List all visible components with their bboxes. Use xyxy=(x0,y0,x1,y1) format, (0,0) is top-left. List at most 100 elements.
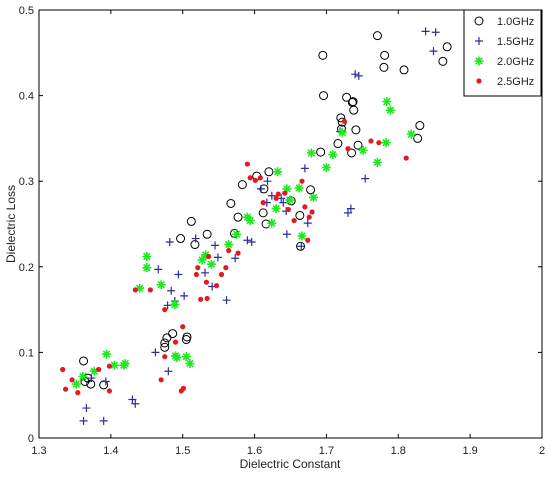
data-point xyxy=(160,338,170,348)
data-point xyxy=(376,140,382,146)
data-point xyxy=(353,140,363,150)
data-point xyxy=(351,125,361,135)
data-point xyxy=(162,354,168,360)
data-point xyxy=(372,31,382,41)
data-point xyxy=(218,271,225,278)
data-point xyxy=(286,196,296,206)
data-point xyxy=(403,155,409,161)
data-point xyxy=(342,92,352,102)
data-point xyxy=(158,377,164,383)
data-point xyxy=(165,237,174,246)
data-point xyxy=(213,253,222,262)
data-point xyxy=(213,283,220,289)
data-point xyxy=(319,91,329,101)
legend-marker xyxy=(474,56,484,66)
data-point xyxy=(303,219,312,228)
data-point xyxy=(299,178,305,184)
data-point xyxy=(308,192,318,202)
data-point xyxy=(257,184,266,193)
data-point xyxy=(69,377,75,383)
legend-marker xyxy=(474,16,484,26)
data-point xyxy=(282,184,292,194)
data-point xyxy=(302,204,308,210)
data-point xyxy=(341,118,347,124)
data-point xyxy=(349,105,359,115)
data-point xyxy=(180,291,189,300)
y-tick-label: 0.4 xyxy=(19,91,34,103)
data-point xyxy=(399,65,409,75)
data-point xyxy=(279,198,288,207)
data-point xyxy=(142,252,152,262)
data-point xyxy=(106,363,113,369)
data-point xyxy=(273,167,283,177)
data-point xyxy=(263,177,272,186)
data-point xyxy=(170,299,180,309)
data-point xyxy=(382,97,392,107)
series-1.0GHz xyxy=(79,31,452,390)
data-point xyxy=(203,279,210,285)
data-point xyxy=(243,236,252,245)
data-point xyxy=(297,231,307,241)
x-tick-label: 1.5 xyxy=(175,445,190,457)
data-point xyxy=(167,286,176,295)
data-point xyxy=(96,366,102,373)
data-point xyxy=(415,121,425,131)
data-point xyxy=(275,191,281,197)
legend-label: 1.5GHz xyxy=(497,36,534,48)
data-point xyxy=(168,329,178,339)
data-point xyxy=(380,50,390,60)
data-point xyxy=(79,356,89,366)
data-point xyxy=(372,157,382,167)
data-point xyxy=(368,138,374,144)
data-point xyxy=(285,206,291,213)
data-point xyxy=(429,47,438,56)
data-point xyxy=(273,195,279,201)
plot-frame xyxy=(38,9,543,439)
data-point xyxy=(305,237,311,243)
data-point xyxy=(264,167,274,177)
data-point xyxy=(99,416,108,425)
data-point xyxy=(99,380,109,390)
data-point xyxy=(131,399,140,408)
data-point xyxy=(291,217,297,224)
x-axis-label: Dielectric Constant xyxy=(240,457,341,471)
data-point xyxy=(205,253,212,260)
data-point xyxy=(120,359,130,369)
data-point xyxy=(321,163,331,173)
data-point xyxy=(186,216,196,226)
data-point xyxy=(421,27,430,36)
data-point xyxy=(247,237,256,246)
data-point xyxy=(358,145,368,155)
legend-marker xyxy=(475,37,483,45)
data-point xyxy=(101,377,110,386)
x-tick-label: 1.9 xyxy=(462,445,477,457)
data-point xyxy=(260,200,266,206)
data-point xyxy=(160,342,170,352)
data-point xyxy=(258,208,268,218)
data-point xyxy=(162,333,172,343)
data-point xyxy=(195,265,201,271)
data-point xyxy=(406,129,416,139)
data-point xyxy=(294,183,304,193)
data-point xyxy=(198,296,204,302)
data-point xyxy=(197,255,207,265)
data-point xyxy=(333,139,343,149)
data-point xyxy=(247,175,253,181)
data-point xyxy=(182,332,192,342)
x-tick-label: 1.4 xyxy=(103,445,118,457)
legend: 1.0GHz 1.5GHz 2.0GHz 2.5GHz xyxy=(463,9,542,97)
data-point xyxy=(337,127,347,137)
data-point xyxy=(181,352,191,362)
data-point xyxy=(413,133,423,143)
data-point xyxy=(156,280,166,290)
x-tick-label: 1.8 xyxy=(391,445,406,457)
data-point xyxy=(347,148,357,158)
data-point xyxy=(202,229,212,239)
data-point xyxy=(351,70,360,79)
y-tick-label: 0.1 xyxy=(19,347,34,359)
series-2.0GHz xyxy=(71,97,416,389)
data-point xyxy=(82,404,91,413)
x-tick-label: 1.3 xyxy=(31,445,46,457)
